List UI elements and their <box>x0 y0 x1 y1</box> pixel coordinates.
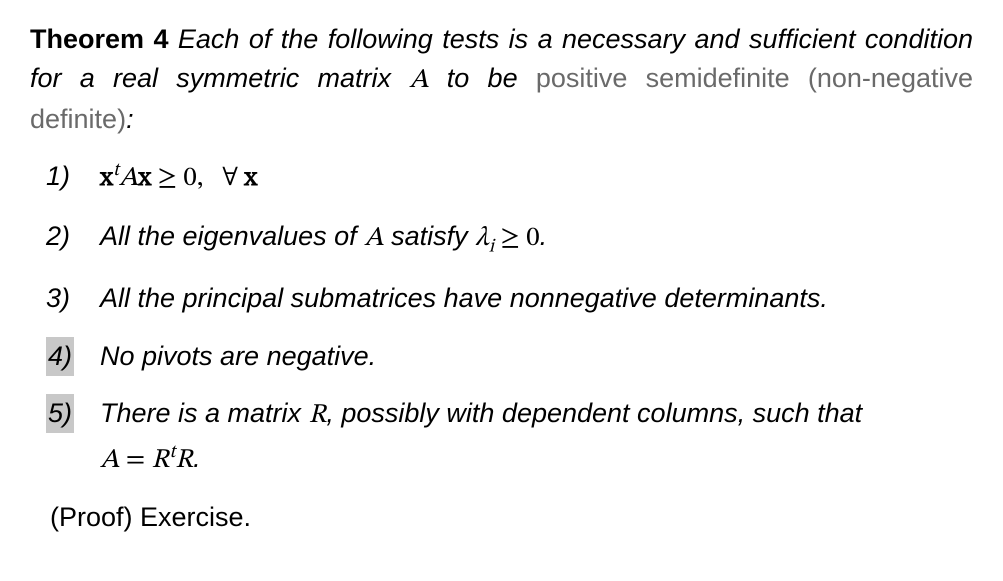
condition-2: 2) All the eigenvalues of A satisfy λi ≥… <box>30 217 973 262</box>
eq-R2: R <box>175 447 193 474</box>
item-number: 4) <box>46 337 74 376</box>
eigen-text-mid: satisfy <box>384 221 476 251</box>
item-number: 1) <box>46 157 70 196</box>
condition-1: 1) xtAx ≥ 0, ∀ x <box>30 157 973 198</box>
theorem-intro: Theorem 4 Each of the following tests is… <box>30 20 973 139</box>
eq-A: A <box>100 447 119 474</box>
condition-5: 5) There is a matrix R, possibly with de… <box>30 394 973 480</box>
eigen-rel: ≥ 0 <box>494 225 540 252</box>
intro-matrix-A: A <box>409 67 428 94</box>
eigen-end: . <box>540 221 548 251</box>
intro-end: : <box>126 104 134 134</box>
eigen-lambda: λ <box>475 225 489 252</box>
proof-line: (Proof) Exercise. <box>50 498 973 537</box>
condition-3: 3) All the principal submatrices have no… <box>30 279 973 318</box>
eigen-A: A <box>364 225 383 252</box>
theorem-label: Theorem 4 <box>30 24 168 54</box>
item-number: 3) <box>46 279 70 318</box>
condition-4: 4) No pivots are negative. <box>30 337 973 376</box>
condition-3-text: All the principal submatrices have nonne… <box>100 283 828 313</box>
eq-end: . <box>193 443 201 473</box>
item-number: 5) <box>46 394 74 433</box>
factorization-equation: A = RtR. <box>100 439 973 480</box>
factor-text-before: There is a matrix <box>100 398 309 428</box>
theorem-block: Theorem 4 Each of the following tests is… <box>0 0 1003 557</box>
math-quadratic-form: xtAx ≥ 0, ∀ x <box>100 161 257 191</box>
eq-equals: = <box>119 447 151 474</box>
item-number: 2) <box>46 217 70 256</box>
factor-R: R <box>309 402 327 429</box>
condition-4-text: No pivots are negative. <box>100 341 376 371</box>
factor-text-mid: , possibly with dependent columns, such … <box>326 398 862 428</box>
conditions-list: 1) xtAx ≥ 0, ∀ x 2) All the eigenvalues … <box>30 157 973 480</box>
eigen-text-before: All the eigenvalues of <box>100 221 364 251</box>
eq-R1: R <box>152 447 170 474</box>
intro-text-2: to be <box>429 63 536 93</box>
